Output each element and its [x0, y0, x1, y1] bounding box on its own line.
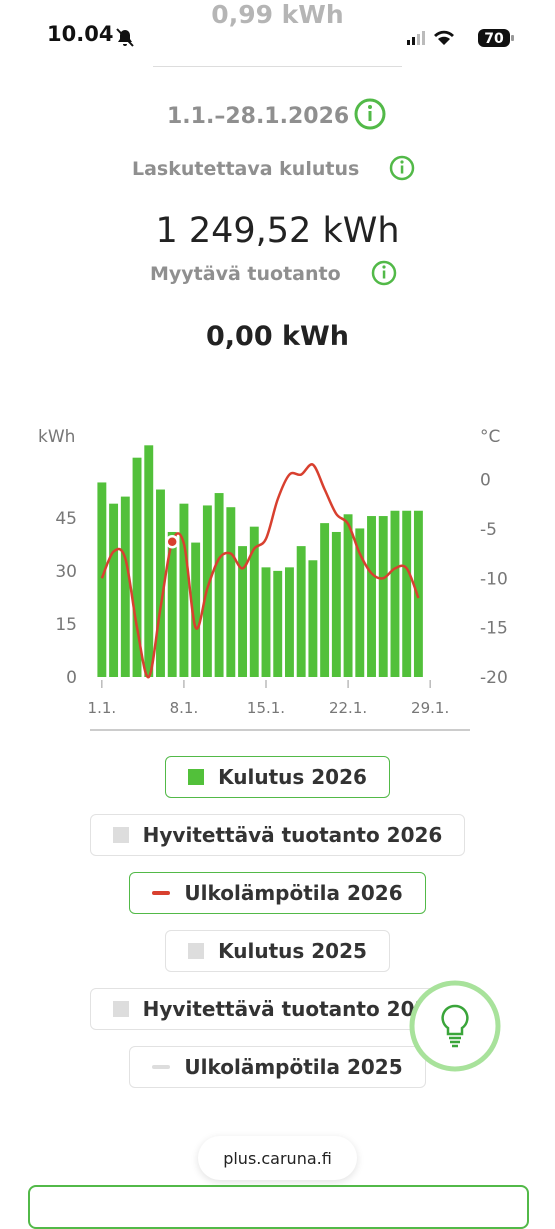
- chart: kWh °C 0 15 30 45 0 -5 -10 -15 -20 1.1. 8.1. 15.1. 2…: [38, 427, 508, 731]
- legend-label: Ulkolämpötila 2026: [184, 881, 403, 905]
- bar: [261, 567, 271, 677]
- status-time: 10.04: [47, 22, 114, 46]
- bar: [120, 496, 130, 677]
- bar: [308, 560, 318, 677]
- bar: [320, 523, 330, 677]
- y2-tick-label: -5: [480, 520, 497, 540]
- info-icon[interactable]: [353, 97, 387, 131]
- legend-toggle[interactable]: Ulkolämpötila 2026: [129, 872, 426, 914]
- y2-tick-label: -15: [480, 619, 508, 639]
- period: 1.1.–28.1.2026: [167, 104, 350, 129]
- y2-axis-label: °C: [480, 427, 500, 447]
- billed-value: 1 249,52 kWh: [155, 211, 400, 251]
- bar: [191, 542, 201, 677]
- bar: [378, 516, 388, 677]
- legend-label: Hyvitettävä tuotanto 2026: [142, 823, 443, 847]
- bar: [179, 503, 189, 677]
- previous-value: 0,99 kWh: [211, 0, 344, 29]
- bar: [156, 489, 165, 677]
- divider: [153, 66, 402, 67]
- bar: [367, 516, 376, 677]
- bar: [284, 567, 294, 677]
- bar: [226, 507, 236, 677]
- battery-level: 70: [484, 31, 504, 47]
- bar: [132, 457, 142, 677]
- mute-icon: [116, 28, 134, 47]
- billed-label: Laskutettava kulutus: [132, 158, 360, 180]
- bar: [413, 510, 423, 677]
- y2-tick-label: 0: [480, 471, 491, 491]
- bar: [214, 493, 224, 677]
- bar: [355, 528, 365, 677]
- legend-label: Kulutus 2026: [218, 765, 367, 789]
- y2-tick-label: -10: [480, 569, 508, 589]
- bar: [331, 531, 341, 677]
- legend-toggle[interactable]: Kulutus 2026: [165, 756, 390, 798]
- y-tick-label: 0: [66, 668, 77, 688]
- temperature-line: [100, 463, 420, 679]
- bar: [144, 445, 154, 677]
- legend-swatch: [112, 1001, 129, 1017]
- bar: [343, 514, 353, 677]
- y-tick-label: 30: [55, 562, 77, 582]
- legend-toggle[interactable]: Hyvitettävä tuotanto 2025: [89, 988, 466, 1030]
- bar: [97, 482, 107, 677]
- bar: [249, 526, 259, 677]
- info-icon[interactable]: [370, 259, 398, 287]
- legend-toggle[interactable]: Kulutus 2025: [165, 930, 390, 972]
- x-tick-label: 1.1.: [88, 699, 117, 717]
- selected-point: [165, 534, 179, 549]
- legend-label: Ulkolämpötila 2025: [184, 1055, 403, 1079]
- bar: [390, 510, 400, 677]
- bar: [167, 531, 177, 677]
- legend-swatch: [152, 891, 171, 895]
- status-icons: 70: [407, 29, 514, 47]
- bar: [238, 546, 248, 677]
- bar: [109, 503, 119, 677]
- x-tick-label: 8.1.: [170, 699, 199, 717]
- y-axis-label: kWh: [38, 427, 75, 447]
- bottom-card: [28, 1185, 529, 1229]
- legend-swatch: [152, 1065, 171, 1069]
- bar: [273, 570, 283, 677]
- sold-value: 0,00 kWh: [206, 321, 349, 352]
- legend-toggle[interactable]: Hyvitettävä tuotanto 2026: [89, 814, 466, 856]
- sold-label: Myytävä tuotanto: [150, 263, 341, 285]
- y-tick-label: 15: [55, 615, 77, 635]
- bar: [296, 546, 306, 677]
- y2-tick-label: -20: [480, 668, 508, 688]
- y-tick-label: 45: [55, 509, 77, 529]
- legend-swatch: [188, 769, 205, 785]
- url-bar[interactable]: plus.caruna.fi: [198, 1136, 357, 1180]
- info-icon[interactable]: [388, 154, 416, 182]
- bar: [402, 510, 412, 677]
- legend-swatch: [112, 827, 129, 843]
- x-tick-label: 22.1.: [329, 699, 367, 717]
- legend-toggle[interactable]: Ulkolämpötila 2025: [129, 1046, 426, 1088]
- legend-label: Kulutus 2025: [218, 939, 367, 963]
- legend-swatch: [188, 943, 205, 959]
- url: plus.caruna.fi: [223, 1148, 332, 1168]
- legend: Kulutus 2026 Hyvitettävä tuotanto 2026 Ulk…: [0, 756, 555, 1088]
- x-tick-label: 29.1.: [411, 699, 449, 717]
- tip-button[interactable]: [408, 979, 502, 1073]
- legend-label: Hyvitettävä tuotanto 2025: [142, 997, 443, 1021]
- x-tick-label: 15.1.: [247, 699, 285, 717]
